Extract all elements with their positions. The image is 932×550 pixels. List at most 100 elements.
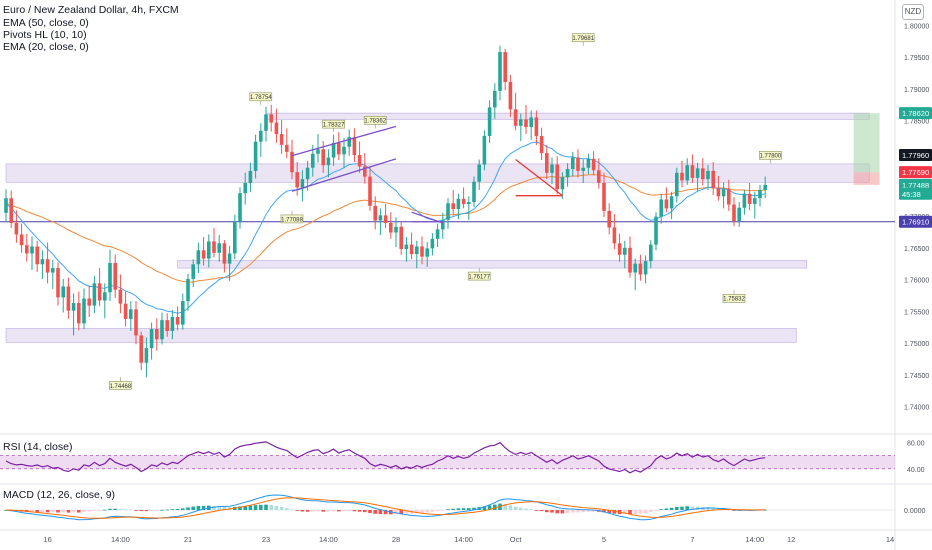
- price-label: 1.76910: [902, 218, 929, 227]
- macd-histogram-bar: [259, 504, 263, 510]
- price-tick-label: 1.75000: [904, 341, 929, 348]
- price-label: 1.77488: [902, 181, 929, 190]
- macd-histogram-bar: [248, 505, 253, 510]
- candle-body: [633, 263, 637, 273]
- candle-body: [576, 157, 580, 171]
- price-label-box: [899, 149, 932, 162]
- macd-histogram-bar: [352, 510, 357, 512]
- macd-histogram-bar: [487, 505, 492, 510]
- macd-histogram-bar: [420, 510, 424, 514]
- candle-body: [389, 222, 393, 233]
- candle-body: [555, 164, 559, 190]
- macd-legend[interactable]: MACD (12, 26, close, 9): [3, 489, 116, 501]
- candle-body: [607, 210, 611, 228]
- rsi-line: [5, 441, 766, 474]
- pivots-legend[interactable]: Pivots HL (10, 10): [3, 29, 87, 41]
- candle-body: [25, 245, 29, 254]
- macd-histogram-bar: [363, 510, 367, 513]
- time-tick-label: 21: [184, 535, 192, 544]
- candle-body: [716, 188, 721, 197]
- trendline: [291, 158, 397, 192]
- macd-histogram-bar: [571, 510, 575, 513]
- macd-histogram-bar: [394, 510, 398, 515]
- candle-body: [290, 151, 294, 173]
- candle-body: [331, 142, 336, 158]
- macd-histogram-bar: [685, 506, 689, 510]
- macd-histogram-bar: [305, 510, 310, 512]
- candle-body: [9, 198, 13, 223]
- macd-histogram-bar: [669, 507, 674, 510]
- macd-histogram-bar: [513, 506, 518, 510]
- candle-body: [165, 320, 169, 331]
- candle-body: [763, 184, 767, 190]
- candle-body: [612, 227, 617, 244]
- candle-body: [295, 172, 299, 188]
- macd-histogram-bar: [118, 509, 123, 510]
- candle-body: [87, 298, 91, 306]
- candle-body: [560, 177, 565, 190]
- pivot-label-box: [109, 381, 132, 390]
- macd-histogram-bar: [378, 510, 383, 515]
- macd-histogram-bar: [201, 505, 206, 510]
- macd-histogram-bar: [264, 504, 268, 510]
- candle-body: [300, 179, 305, 188]
- macd-histogram-bar: [129, 509, 133, 511]
- rsi-tick-label: 80.00: [907, 441, 925, 448]
- candle-body: [727, 189, 731, 205]
- macd-histogram-bar: [404, 510, 409, 514]
- macd-histogram-bar: [331, 510, 336, 512]
- price-tick-label: 1.75500: [904, 309, 929, 316]
- macd-histogram-bar: [555, 510, 559, 514]
- macd-histogram-bar: [711, 507, 715, 510]
- macd-histogram-bar: [326, 510, 331, 512]
- candle-body: [217, 243, 221, 253]
- candle-body: [602, 182, 606, 211]
- candle-body: [35, 246, 39, 265]
- macd-histogram-bar: [482, 506, 487, 510]
- macd-histogram-bar: [285, 508, 289, 510]
- ema20-legend[interactable]: EMA (20, close, 0): [3, 41, 89, 53]
- price-label: 1.77960: [902, 151, 929, 160]
- pivot-label: 1.77088: [281, 217, 303, 223]
- macd-histogram-bar: [659, 509, 663, 510]
- candle-body: [399, 226, 403, 250]
- macd-histogram-bar: [690, 506, 695, 510]
- ema50-legend[interactable]: EMA (50, close, 0): [3, 17, 89, 29]
- price-tick-label: 1.78500: [904, 119, 929, 126]
- candle-body: [732, 204, 736, 222]
- candle-body: [446, 203, 450, 220]
- candle-body: [285, 144, 289, 152]
- macd-histogram-bar: [565, 510, 570, 514]
- candle-body: [248, 170, 253, 183]
- candle-body: [383, 215, 388, 223]
- candle-body: [451, 203, 455, 210]
- rsi-legend[interactable]: RSI (14, close): [3, 441, 73, 453]
- candle-body: [259, 130, 263, 142]
- candle-body: [108, 263, 112, 293]
- candle-body: [643, 261, 648, 275]
- candle-body: [149, 329, 154, 349]
- candle-body: [103, 292, 107, 301]
- pivot-label-box: [571, 33, 595, 43]
- time-tick-label: 12: [787, 535, 795, 544]
- candle-body: [238, 193, 242, 222]
- candle-body: [82, 298, 86, 324]
- ema20-line: [5, 141, 766, 314]
- candle-body: [347, 137, 351, 147]
- pivot-label: 1.78362: [364, 119, 386, 125]
- macd-histogram-bar: [191, 506, 195, 510]
- candle-body: [274, 122, 279, 135]
- candle-body: [487, 107, 492, 136]
- candle-body: [144, 348, 149, 363]
- macd-histogram-bar: [295, 510, 299, 511]
- currency-badge[interactable]: NZD: [902, 4, 924, 20]
- candle-body: [45, 259, 50, 273]
- stop-zone: [853, 172, 880, 185]
- pivot-label-box: [467, 271, 491, 281]
- macd-histogram-bar: [607, 510, 611, 514]
- macd-histogram-bar: [217, 506, 221, 510]
- macd-histogram-bar: [357, 510, 362, 512]
- candle-body: [472, 181, 476, 203]
- candle-body: [659, 199, 663, 217]
